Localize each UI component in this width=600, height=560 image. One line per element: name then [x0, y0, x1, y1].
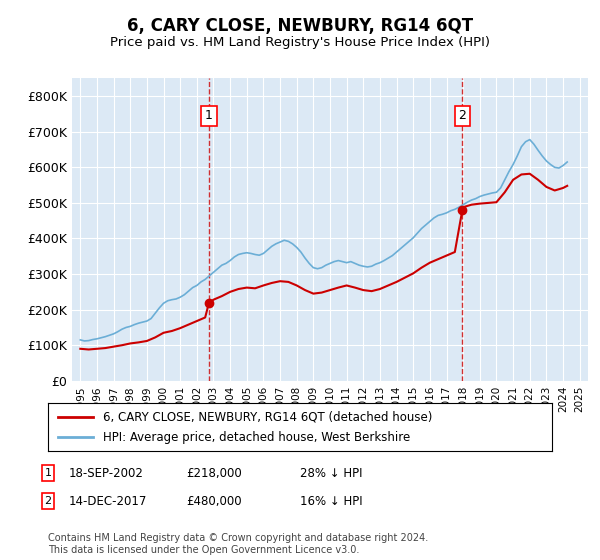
- Text: Contains HM Land Registry data © Crown copyright and database right 2024.
This d: Contains HM Land Registry data © Crown c…: [48, 533, 428, 555]
- Text: 2: 2: [458, 109, 466, 122]
- Text: 1: 1: [205, 109, 213, 122]
- Text: 16% ↓ HPI: 16% ↓ HPI: [300, 494, 362, 508]
- Text: 6, CARY CLOSE, NEWBURY, RG14 6QT: 6, CARY CLOSE, NEWBURY, RG14 6QT: [127, 17, 473, 35]
- Text: 28% ↓ HPI: 28% ↓ HPI: [300, 466, 362, 480]
- Text: 6, CARY CLOSE, NEWBURY, RG14 6QT (detached house): 6, CARY CLOSE, NEWBURY, RG14 6QT (detach…: [103, 410, 433, 423]
- Text: £218,000: £218,000: [186, 466, 242, 480]
- Text: HPI: Average price, detached house, West Berkshire: HPI: Average price, detached house, West…: [103, 431, 410, 444]
- Text: 2: 2: [44, 496, 52, 506]
- Text: £480,000: £480,000: [186, 494, 242, 508]
- Text: 1: 1: [44, 468, 52, 478]
- Text: 18-SEP-2002: 18-SEP-2002: [69, 466, 144, 480]
- Text: 14-DEC-2017: 14-DEC-2017: [69, 494, 148, 508]
- Text: Price paid vs. HM Land Registry's House Price Index (HPI): Price paid vs. HM Land Registry's House …: [110, 36, 490, 49]
